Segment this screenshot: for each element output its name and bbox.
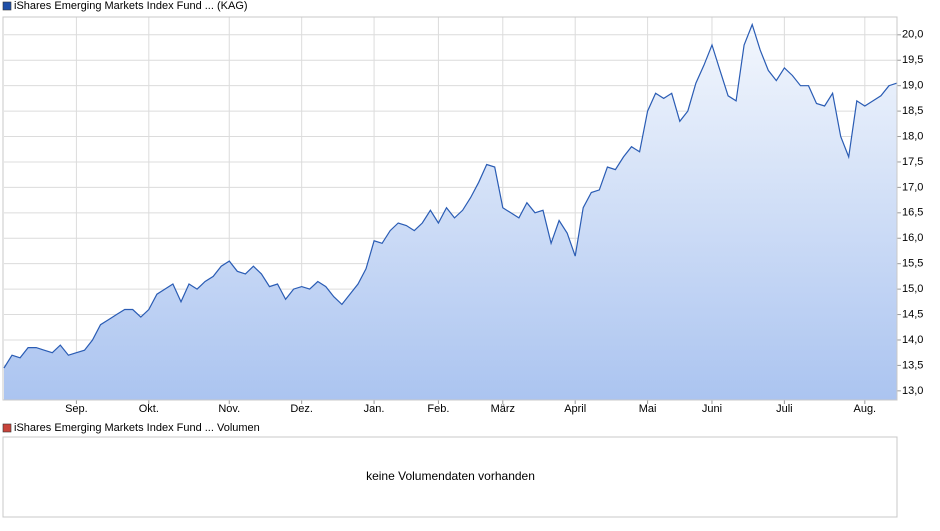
legend-swatch: [2, 1, 12, 11]
y-tick-label: 15,5: [902, 258, 923, 270]
y-tick-label: 20,0: [902, 29, 923, 41]
x-tick-label: Juli: [776, 403, 793, 415]
x-tick-label: Sep.: [65, 403, 88, 415]
y-tick-label: 18,0: [902, 130, 923, 142]
y-tick-label: 15,0: [902, 283, 923, 295]
area: [4, 24, 897, 400]
y-tick-label: 17,0: [902, 181, 923, 193]
x-tick-label: Dez.: [290, 403, 313, 415]
y-tick-label: 17,5: [902, 156, 923, 168]
x-tick-label: Mai: [639, 403, 657, 415]
x-tick-label: März: [491, 403, 515, 415]
y-tick-label: 14,0: [902, 334, 923, 346]
x-tick-label: Aug.: [853, 403, 876, 415]
y-tick-label: 16,5: [902, 207, 923, 219]
chart-title: iShares Emerging Markets Index Fund ... …: [14, 0, 248, 12]
x-tick-label: Feb.: [427, 403, 449, 415]
y-tick-label: 19,5: [902, 54, 923, 66]
y-tick-label: 13,0: [902, 385, 923, 397]
plot-frame: [2, 436, 898, 518]
x-tick-label: Nov.: [218, 403, 240, 415]
message: keine Volumendaten vorhanden: [366, 469, 535, 483]
x-tick-label: April: [564, 403, 586, 415]
legend-swatch: [2, 423, 12, 433]
y-tick-label: 18,5: [902, 105, 923, 117]
y-tick-label: 14,5: [902, 308, 923, 320]
plot-border: [2, 16, 898, 401]
y-tick-label: 19,0: [902, 80, 923, 92]
x-tick-label: Jan.: [364, 403, 385, 415]
y-tick-label: 13,5: [902, 359, 923, 371]
plot-border: [2, 436, 898, 518]
x-tick-label: Juni: [702, 403, 722, 415]
chart-title: iShares Emerging Markets Index Fund ... …: [14, 422, 260, 434]
x-tick-label: Okt.: [139, 403, 159, 415]
line: [3, 22, 898, 369]
y-tick-label: 16,0: [902, 232, 923, 244]
